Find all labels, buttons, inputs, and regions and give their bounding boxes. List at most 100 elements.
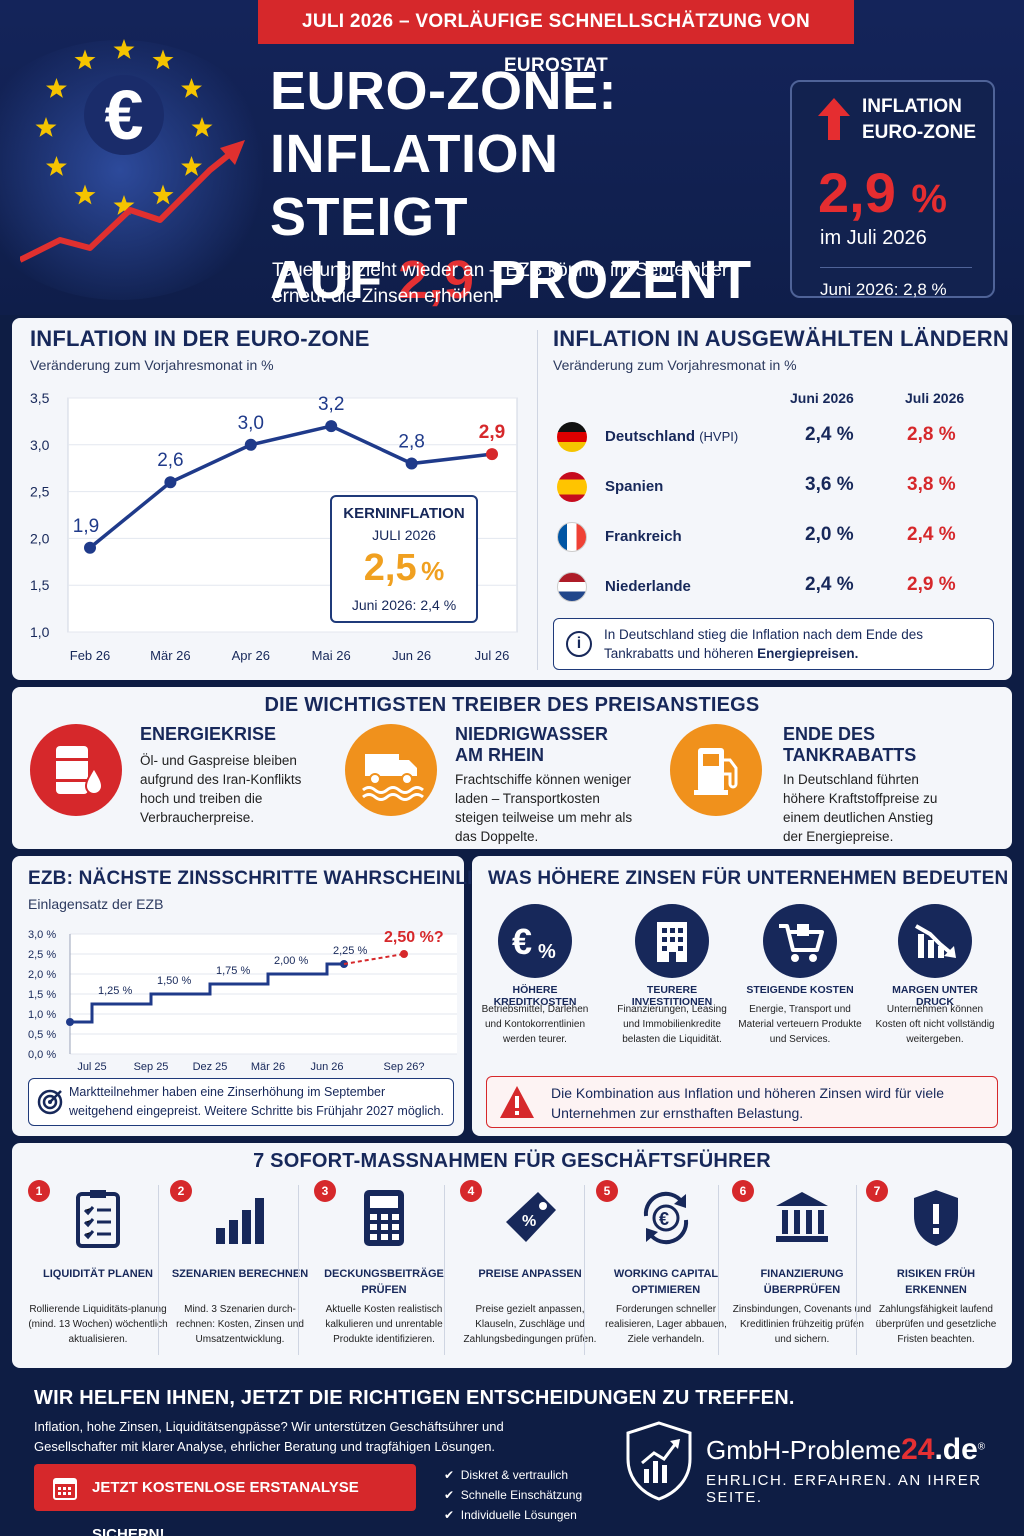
business-2-text: Finanzierungen, Leasing und Immobilienkr… [617,1004,727,1045]
driver-1-title: ENERGIEKRISE [140,724,277,744]
euro-chart-subtitle: Veränderung zum Vorjahresmonat in % [30,357,274,373]
col-july-header: Juli 2026 [905,390,965,406]
measure-3: 3 DECKUNGSBEITRÄGE PRÜFEN Aktuelle Koste… [314,1180,454,1365]
cycle-euro-icon: € [643,1191,689,1245]
data-label: 2,6 [157,450,183,471]
netherlands-flag-icon [557,572,587,602]
data-label: 3,2 [318,394,344,415]
eu-star [113,195,135,215]
y-tick-label: 3,0 % [28,929,56,941]
calendar-icon [53,1478,77,1500]
x-tick-label: Sep 26? [384,1061,425,1073]
measures-title: 7 SOFORT-MASSNAHMEN FÜR GESCHÄFTSFÜHRER [253,1150,771,1172]
calculator-icon [364,1190,404,1246]
declining-chart-icon [898,904,972,978]
measure-6: 6 FINANZIERUNG ÜBERPRÜFEN Zinsbindungen,… [732,1180,872,1365]
ecb-subtitle: Einlagensatz der EZB [28,896,164,912]
ecb-title: EZB: NÄCHSTE ZINSSCHRITTE WAHRSCHEINLICH [28,868,501,889]
checklist-icon [76,1190,120,1248]
col-june-header: Juni 2026 [790,390,854,406]
data-point [164,476,177,489]
data-point [244,438,257,451]
eu-star [152,49,174,70]
y-tick-label: 2,5 % [28,949,56,961]
spain-flag-icon [557,472,587,502]
business-3-title: STEIGENDE KOSTEN [746,984,854,996]
x-tick-label: Jun 26 [310,1061,343,1073]
ecb-note-box: Marktteilnehmer haben eine Zinserhöhung … [28,1078,454,1126]
data-point [84,541,96,554]
warning-text: Die Kombination aus Inflation und höhere… [551,1085,945,1121]
cta-button[interactable]: JETZT KOSTENLOSE ERSTANALYSE SICHERN! [34,1464,416,1536]
eu-star [46,78,67,98]
driver-2-text: Frachtschiffe können weniger laden – Tra… [455,772,633,844]
drivers-title: DIE WICHTIGSTEN TREIBER DES PREISANSTIEG… [264,694,760,716]
measure-5: 5 € WORKING CAPITAL OPTIMIEREN Forderung… [596,1180,736,1365]
title-line-3: AUF 2,9 PROZENT [270,250,752,310]
germany-info-box: i In Deutschland stieg die Inflation nac… [553,618,994,670]
y-tick-label: 0,0 % [28,1049,56,1061]
step-label: 1,50 % [157,975,191,987]
eu-star [35,117,57,137]
data-label: 3,0 [238,413,264,434]
countries-subtitle: Veränderung zum Vorjahresmonat in % [553,357,797,373]
svg-text:€: € [512,921,532,962]
title-line-1: EURO-ZONE: [270,61,617,121]
brand-logo: GmbH-Probleme24.de® [706,1433,986,1466]
eu-star [46,156,67,176]
cart-icon [763,904,837,978]
ecb-note-text: Marktteilnehmer haben eine Zinserhöhung … [69,1085,444,1118]
y-tick-label: 1,5 [30,577,50,593]
checkmark-icon: ✔ [444,1488,455,1502]
brand-tagline: EHRLICH. ERFAHREN. AN IHRER SEITE. [706,1472,982,1506]
fuel-pump-icon [670,724,762,816]
y-tick-label: 1,0 [30,624,50,640]
business-1-text: Betriebsmittel, Darlehen und Kontokorren… [481,1004,589,1045]
forecast-line [343,953,405,965]
data-label: 1,9 [73,516,99,537]
y-tick-label: 1,5 % [28,989,56,1001]
highlight-label-2: EURO-ZONE [862,122,976,143]
footer-text: Inflation, hohe Zinsen, Liquiditätsengpä… [34,1419,504,1454]
bank-icon [776,1192,828,1242]
warning-box: Die Kombination aus Inflation und höhere… [486,1076,998,1128]
highlight-previous: Juni 2026: 2,8 % [820,267,972,300]
x-tick-label: Apr 26 [232,648,270,663]
eu-star [191,117,213,137]
shield-alert-icon [914,1190,958,1246]
y-tick-label: 0,5 % [28,1029,56,1041]
info-text: In Deutschland stieg die Inflation nach … [604,627,923,661]
business-3-text: Energie, Transport und Material verteuer… [738,1004,862,1045]
kern-month: JULI 2026 [372,527,436,543]
footer-title: WIR HELFEN IHNEN, JETZT DIE RICHTIGEN EN… [34,1387,795,1409]
eu-star [181,156,202,176]
step-label: 1,75 % [216,965,250,977]
y-tick-label: 3,5 [30,390,50,406]
driver-1-text: Öl- und Gaspreise bleiben aufgrund des I… [140,753,302,825]
source-banner: JULI 2026 – VORLÄUFIGE SCHNELLSCHÄTZUNG … [258,0,854,76]
step-label: 2,25 % [333,945,367,957]
drivers-panel [12,687,1012,849]
oil-barrel-icon [30,724,122,816]
data-point [325,420,338,433]
country-row-de: Deutschland (HVPI) 2,4 % 2,8 % [557,418,997,458]
business-4-title: MARGEN UNTER DRUCK [892,984,978,1008]
benefit-item: ✔ Individuelle Lösungen [444,1508,577,1522]
truck-water-icon [345,724,437,816]
highlight-value: 2,9 % [818,161,947,224]
measure-4: 4 % PREISE ANPASSEN Preise gezielt anpas… [460,1180,600,1365]
up-arrow-icon [818,98,850,140]
driver-2-title: NIEDRIGWASSER AM RHEIN [455,724,609,765]
header-banner: € JULI 2026 – VORLÄUFIGE SCHNELLSCHÄTZUN… [0,0,1024,315]
page-title: EURO-ZONE: INFLATION STEIGT AUF 2,9 PROZ… [270,60,770,312]
kern-previous: Juni 2026: 2,4 % [351,597,457,613]
warning-icon [500,1086,534,1118]
measure-2: 2 SZENARIEN BERECHNEN Mind. 3 Szenarien … [170,1180,310,1365]
countries-title: INFLATION IN AUSGEWÄHLTEN LÄNDERN [553,326,1009,351]
business-1-title: HÖHERE KREDITKOSTEN [493,984,577,1008]
country-row-nl: Niederlande 2,4 % 2,9 % [557,568,997,608]
kern-value: 2,5 % [363,547,445,589]
eu-star [74,49,96,70]
eu-stars-icon [35,39,213,215]
inflation-highlight-box: INFLATION EURO-ZONE 2,9 % im Juli 2026 Ju… [790,80,995,300]
